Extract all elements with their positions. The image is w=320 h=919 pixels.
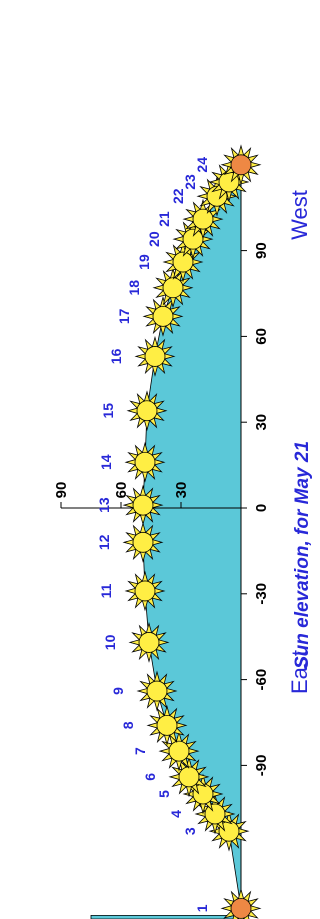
hour-label: 9 — [110, 687, 126, 695]
hour-label: 19 — [136, 254, 152, 270]
sun-marker — [158, 730, 200, 772]
azimuth-tick-label: 90 — [253, 242, 270, 259]
hour-label: 14 — [98, 454, 114, 470]
hour-label: 3 — [182, 827, 198, 835]
hour-label: 22 — [170, 188, 186, 204]
sun-marker — [172, 218, 214, 260]
sun-marker — [134, 335, 176, 377]
sun-markers-layer — [122, 144, 262, 919]
hour-label: 17 — [116, 308, 132, 324]
sun-disc — [152, 305, 174, 327]
hour-label: 20 — [146, 231, 162, 247]
sun-marker — [124, 570, 166, 612]
elevation-tick-label: 90 — [53, 482, 70, 499]
sun-marker — [128, 621, 170, 663]
hour-label: 23 — [182, 174, 198, 190]
hour-label: 12 — [96, 534, 112, 550]
hour-label: 4 — [168, 810, 184, 818]
sun-disc — [230, 154, 252, 176]
sun-marker — [126, 390, 168, 432]
tick-layer: -90 -60 -30 0 30 60 90 30 60 90 — [53, 242, 270, 776]
azimuth-tick-label: 0 — [253, 504, 270, 512]
hour-label: 16 — [108, 348, 124, 364]
sun-marker — [122, 484, 164, 526]
sun-disc — [144, 346, 166, 367]
sun-marker — [168, 756, 210, 798]
hour-label: 8 — [120, 721, 136, 729]
hour-label: 18 — [126, 280, 142, 296]
east-direction-label: East — [287, 650, 312, 694]
sun-disc — [192, 208, 214, 230]
hour-label: 13 — [96, 497, 112, 513]
azimuth-tick-label: -30 — [253, 583, 270, 605]
sun-disc — [132, 531, 154, 553]
hour-label: 1 — [194, 904, 210, 912]
night-band — [90, 915, 242, 919]
sun-disc — [162, 277, 184, 299]
sun-disc — [204, 803, 226, 825]
sun-marker — [220, 144, 262, 186]
sun-marker — [122, 521, 164, 563]
sun-disc — [138, 632, 160, 653]
sun-marker — [124, 441, 166, 483]
hour-label: 10 — [102, 634, 118, 650]
sun-disc — [134, 451, 156, 473]
sun-marker — [220, 887, 262, 919]
west-direction-label: West — [287, 190, 312, 240]
sun-disc — [146, 680, 168, 702]
hour-label: 5 — [156, 790, 172, 798]
sun-marker — [194, 793, 236, 835]
sun-disc — [172, 251, 194, 273]
sun-marker — [142, 295, 184, 337]
sun-disc — [136, 400, 158, 422]
azimuth-tick-label: 60 — [253, 328, 270, 345]
hour-label: 11 — [98, 583, 114, 598]
sun-disc — [230, 898, 252, 919]
elevation-tick-label: 30 — [173, 482, 190, 499]
sun-marker — [152, 267, 194, 309]
sun-marker — [146, 704, 188, 746]
sun-marker — [182, 198, 224, 240]
hour-label: 24 — [194, 157, 210, 173]
azimuth-tick-label: -90 — [253, 755, 270, 777]
sun-disc — [132, 494, 154, 516]
sun-disc — [156, 714, 178, 736]
hour-label: 15 — [100, 403, 116, 419]
sun-marker — [136, 670, 178, 712]
sun-disc — [168, 740, 190, 762]
elevation-tick-label: 60 — [113, 482, 130, 499]
sun-marker — [162, 241, 204, 283]
sun-disc — [134, 580, 156, 602]
hour-label: 6 — [142, 773, 158, 781]
sun-disc — [182, 228, 204, 250]
chart-title: Sun elevation, for May 21 — [292, 441, 313, 669]
azimuth-tick-label: -60 — [253, 669, 270, 691]
azimuth-tick-label: 30 — [253, 414, 270, 431]
hour-label: 7 — [132, 747, 148, 755]
sun-disc — [178, 766, 200, 788]
hour-label: 21 — [156, 211, 172, 227]
